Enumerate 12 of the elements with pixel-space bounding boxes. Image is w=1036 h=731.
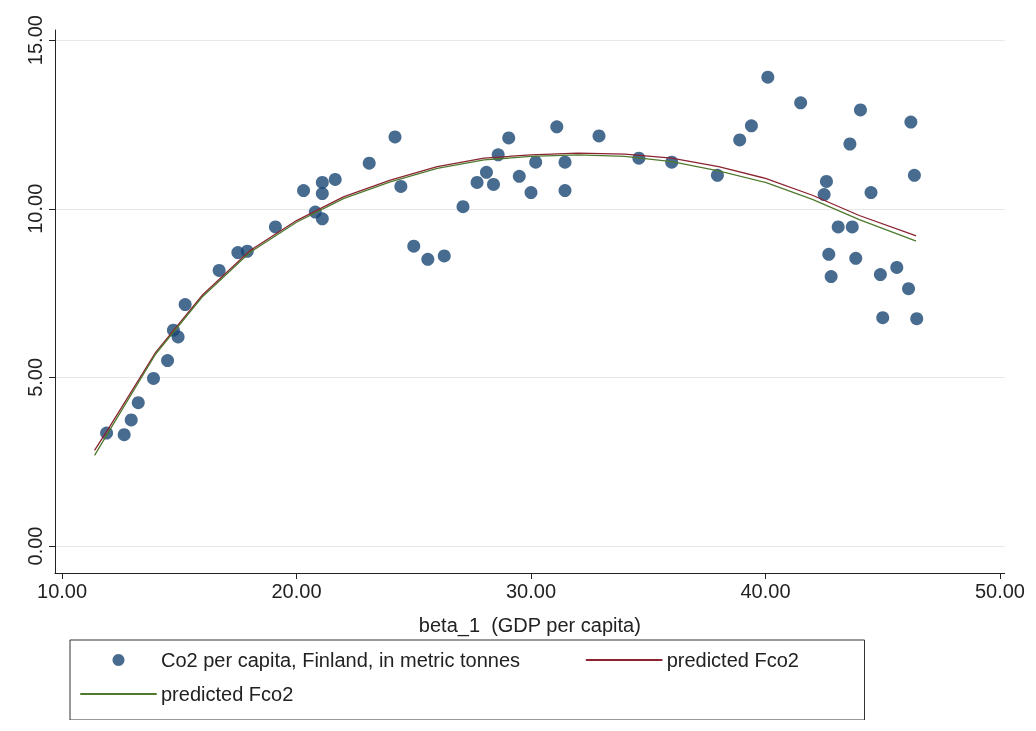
x-tick-label: 30.00: [505, 580, 557, 602]
y-tick-label: 10.00: [24, 183, 46, 234]
y-tick-label: 15.00: [24, 15, 46, 66]
legend-label: predicted Fco2: [161, 683, 349, 705]
x-axis-title: beta_1 (GDP per capita): [418, 614, 641, 637]
legend-label: predicted Fco2: [666, 649, 855, 671]
x-tick-label: 20.00: [271, 580, 322, 602]
x-tick-label: 50.00: [974, 580, 1026, 602]
y-tick-label: 0.00: [24, 526, 46, 566]
legend-label: Co2 per capita, Finland, in metric tonnes: [161, 649, 576, 671]
x-tick-label: 40.00: [740, 580, 791, 602]
y-tick-label: 5.00: [24, 357, 46, 397]
